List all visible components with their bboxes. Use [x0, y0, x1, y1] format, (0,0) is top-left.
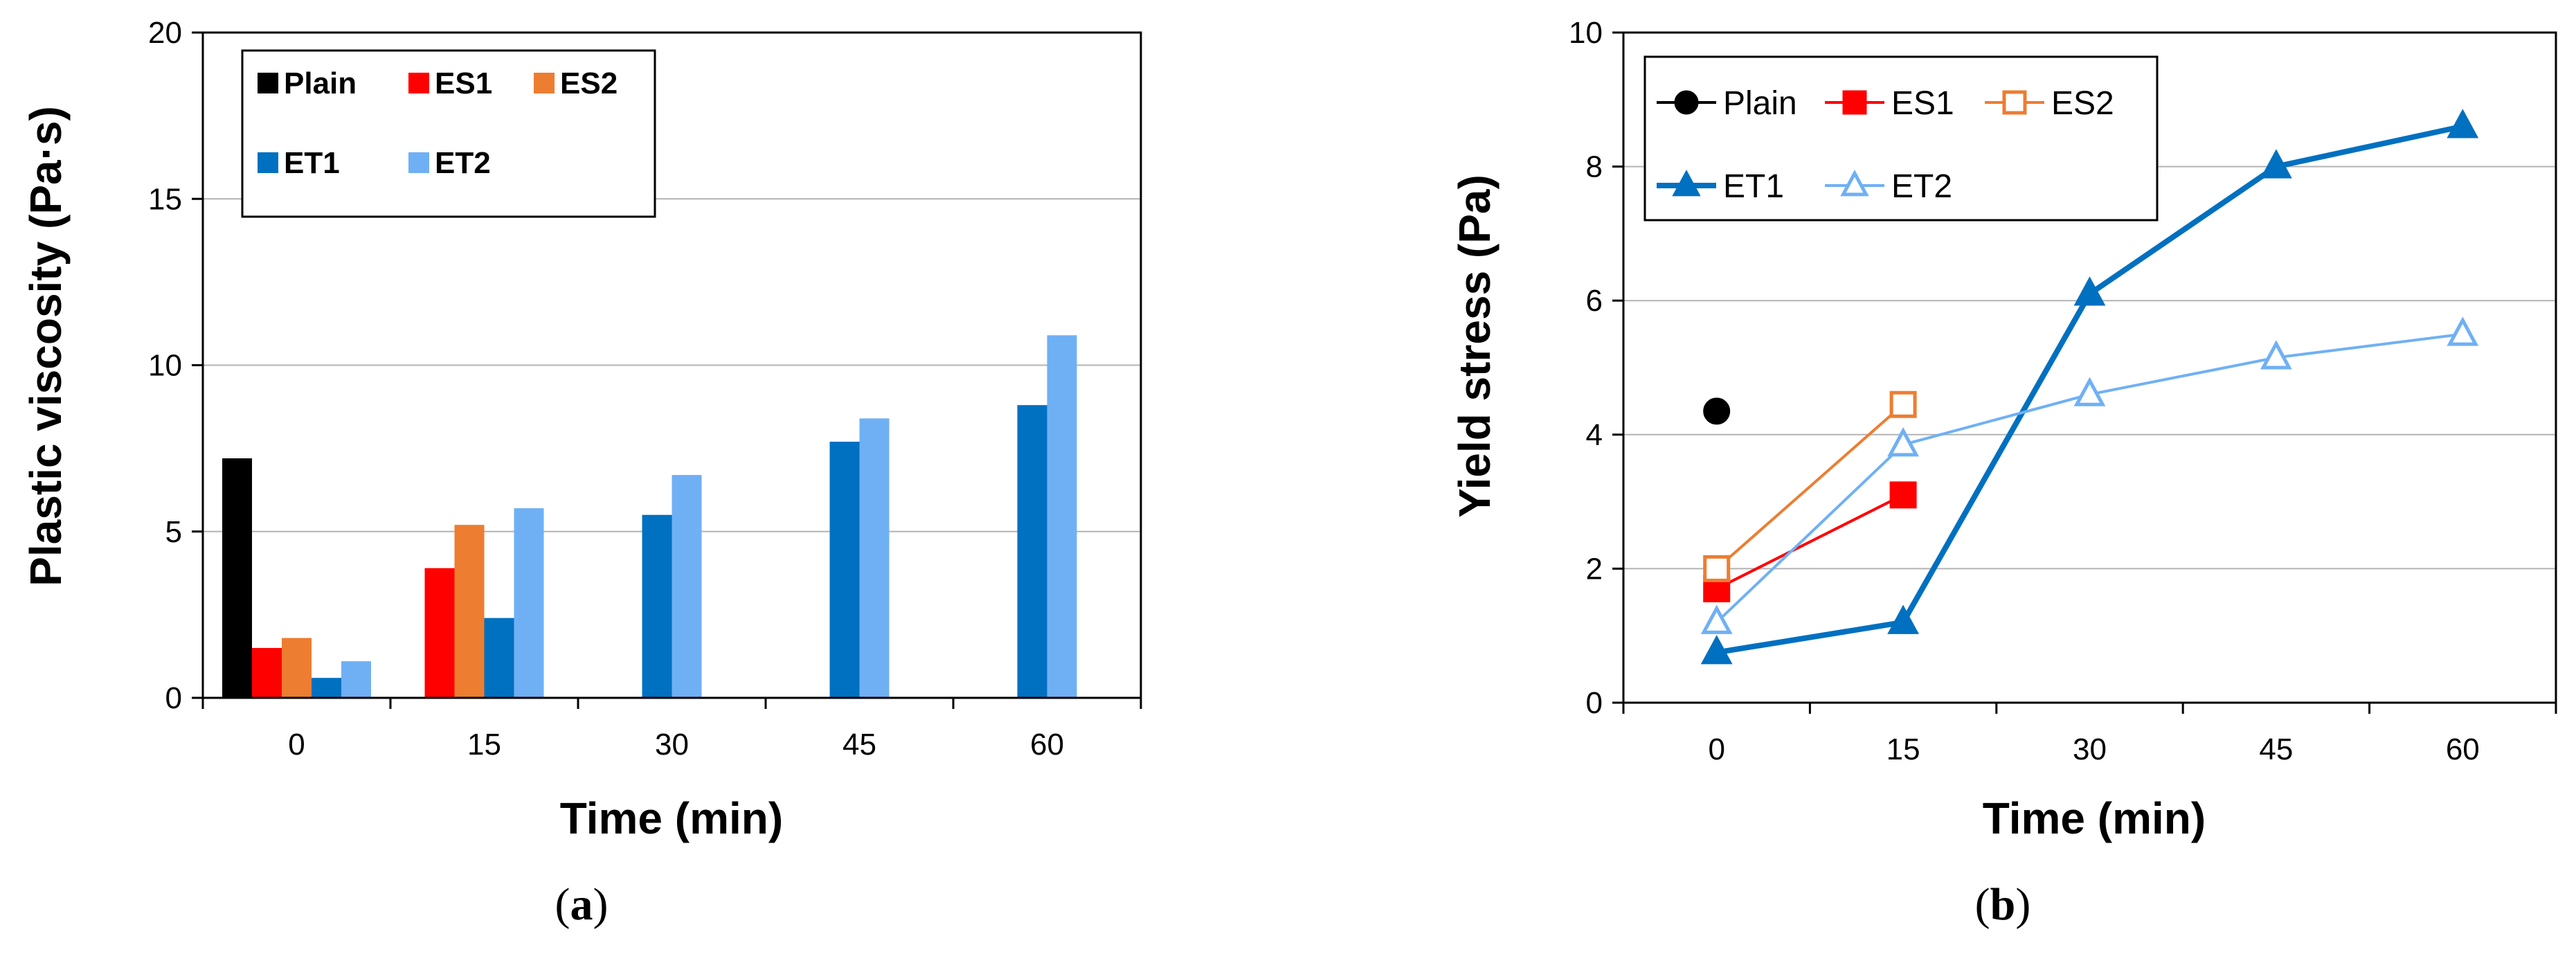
b-y-tick-label: 10 [1569, 16, 1603, 50]
a-bar-plain-0 [222, 458, 252, 698]
b-legend-box [1643, 55, 2159, 222]
a-bar-es1-0 [252, 647, 282, 698]
b-x-axis-title: Time (min) [1983, 793, 2206, 843]
a-y-axis-title: Plastic viscosity (Pa·s) [21, 106, 71, 586]
a-x-tick-label: 60 [1030, 728, 1064, 762]
a-bar-et1-0 [312, 678, 341, 698]
a-bar-et1-45 [829, 442, 860, 698]
a-y-tick-label: 0 [165, 681, 182, 715]
a-x-tick-label: 45 [843, 728, 876, 762]
b-x-tick-label: 30 [2073, 732, 2107, 766]
a-bar-es2-15 [454, 525, 485, 698]
b-line-es1 [1715, 494, 1904, 591]
b-point-es2-15 [1889, 390, 1917, 418]
a-bar-et2-0 [341, 661, 371, 698]
a-legend-label-plain: Plain [284, 66, 357, 100]
a-legend: Plain ES1 ES2 ET1 ET2 [241, 49, 656, 218]
b-x-tick-label: 15 [1886, 732, 1920, 766]
b-legend-label-et1: ET1 [1723, 168, 1784, 205]
a-bar-et1-30 [642, 514, 672, 698]
b-point-et2-0 [1700, 604, 1733, 634]
b-legend: Plain ES1 ES2 ET1 ET2 [1643, 55, 2159, 222]
b-point-et1-45 [2260, 149, 2292, 179]
b-axes: 0 2 4 6 8 10 0 15 30 45 60 [1569, 16, 2557, 766]
panel-a-plastic-viscosity-chart: 0 5 10 15 20 0 15 30 45 60 Plastic viscosity (Pa·… [21, 16, 1142, 843]
panel-label-b: (b) [1975, 879, 2031, 930]
a-legend-label-es2: ES2 [560, 66, 618, 100]
b-legend-label-et2: ET2 [1891, 168, 1952, 205]
b-point-et2-60 [2447, 316, 2479, 346]
a-x-tick-label: 0 [288, 728, 305, 762]
a-legend-swatch-et1 [258, 152, 278, 173]
b-point-et1-60 [2447, 109, 2479, 138]
b-point-et2-30 [2073, 377, 2106, 406]
panel-label-a: (a) [555, 879, 609, 930]
a-bar-et2-45 [859, 418, 890, 698]
b-legend-label-es2: ES2 [2051, 85, 2114, 122]
a-x-tick-label: 15 [467, 728, 501, 762]
a-bar-es1-15 [424, 568, 455, 698]
b-legend-marker-et1 [1672, 170, 1701, 197]
a-bar-es2-0 [282, 638, 312, 698]
a-y-tick-label: 15 [148, 182, 182, 216]
b-legend-label-es1: ES1 [1891, 85, 1954, 122]
b-point-es2-0 [1703, 555, 1731, 582]
a-bars [222, 335, 1077, 698]
b-legend-marker-et2 [1840, 170, 1869, 197]
a-legend-label-es1: ES1 [435, 66, 492, 100]
a-y-tick-label: 20 [148, 16, 182, 50]
b-point-et1-15 [1887, 604, 1919, 634]
a-bar-et1-60 [1017, 405, 1047, 698]
b-legend-marker-es1 [1842, 90, 1867, 115]
a-x-tick-label: 30 [655, 728, 689, 762]
b-point-et2-45 [2260, 340, 2292, 370]
b-point-es1-15 [1889, 481, 1917, 509]
b-point-et1-0 [1700, 635, 1733, 665]
a-bar-et2-60 [1047, 335, 1077, 698]
a-y-tick-label: 10 [148, 349, 182, 383]
b-point-plain-0 [1703, 397, 1731, 425]
b-y-tick-label: 8 [1586, 150, 1603, 184]
a-x-axis-title: Time (min) [560, 793, 783, 843]
b-legend-label-plain: Plain [1723, 85, 1797, 122]
a-legend-swatch-et2 [408, 152, 429, 173]
a-y-tick-label: 5 [165, 515, 182, 549]
b-y-axis-title: Yield stress (Pa) [1450, 174, 1499, 518]
b-legend-marker-es2 [2002, 90, 2027, 115]
a-legend-swatch-es1 [408, 73, 429, 93]
a-legend-swatch-es2 [534, 73, 555, 93]
a-bar-et2-15 [514, 508, 544, 698]
b-y-tick-label: 6 [1586, 284, 1603, 318]
panel-b-yield-stress-chart: 0 2 4 6 8 10 0 15 30 45 60 Yield stress (Pa) Time … [1450, 16, 2557, 843]
a-legend-label-et2: ET2 [435, 146, 491, 180]
b-x-tick-label: 60 [2446, 732, 2480, 766]
a-plot-frame [201, 31, 1142, 699]
a-axes: 0 5 10 15 20 0 15 30 45 60 [148, 16, 1142, 762]
b-point-et1-30 [2073, 276, 2106, 306]
a-legend-label-et1: ET1 [284, 146, 340, 180]
b-series [1700, 109, 2479, 665]
b-line-es2 [1715, 403, 1904, 570]
a-legend-swatch-plain [258, 73, 278, 93]
b-gridlines [1623, 165, 2556, 570]
b-x-tick-label: 45 [2259, 732, 2293, 766]
b-legend-marker-plain [1674, 90, 1699, 115]
b-point-et2-15 [1887, 427, 1919, 457]
b-plot-frame [1622, 31, 2557, 704]
a-bar-et2-30 [672, 475, 702, 698]
b-y-tick-label: 2 [1586, 552, 1603, 586]
b-x-tick-label: 0 [1708, 732, 1724, 766]
a-bar-et1-15 [484, 618, 514, 698]
b-y-tick-label: 0 [1586, 686, 1603, 720]
b-y-tick-label: 4 [1586, 418, 1603, 452]
a-legend-box [241, 49, 656, 218]
